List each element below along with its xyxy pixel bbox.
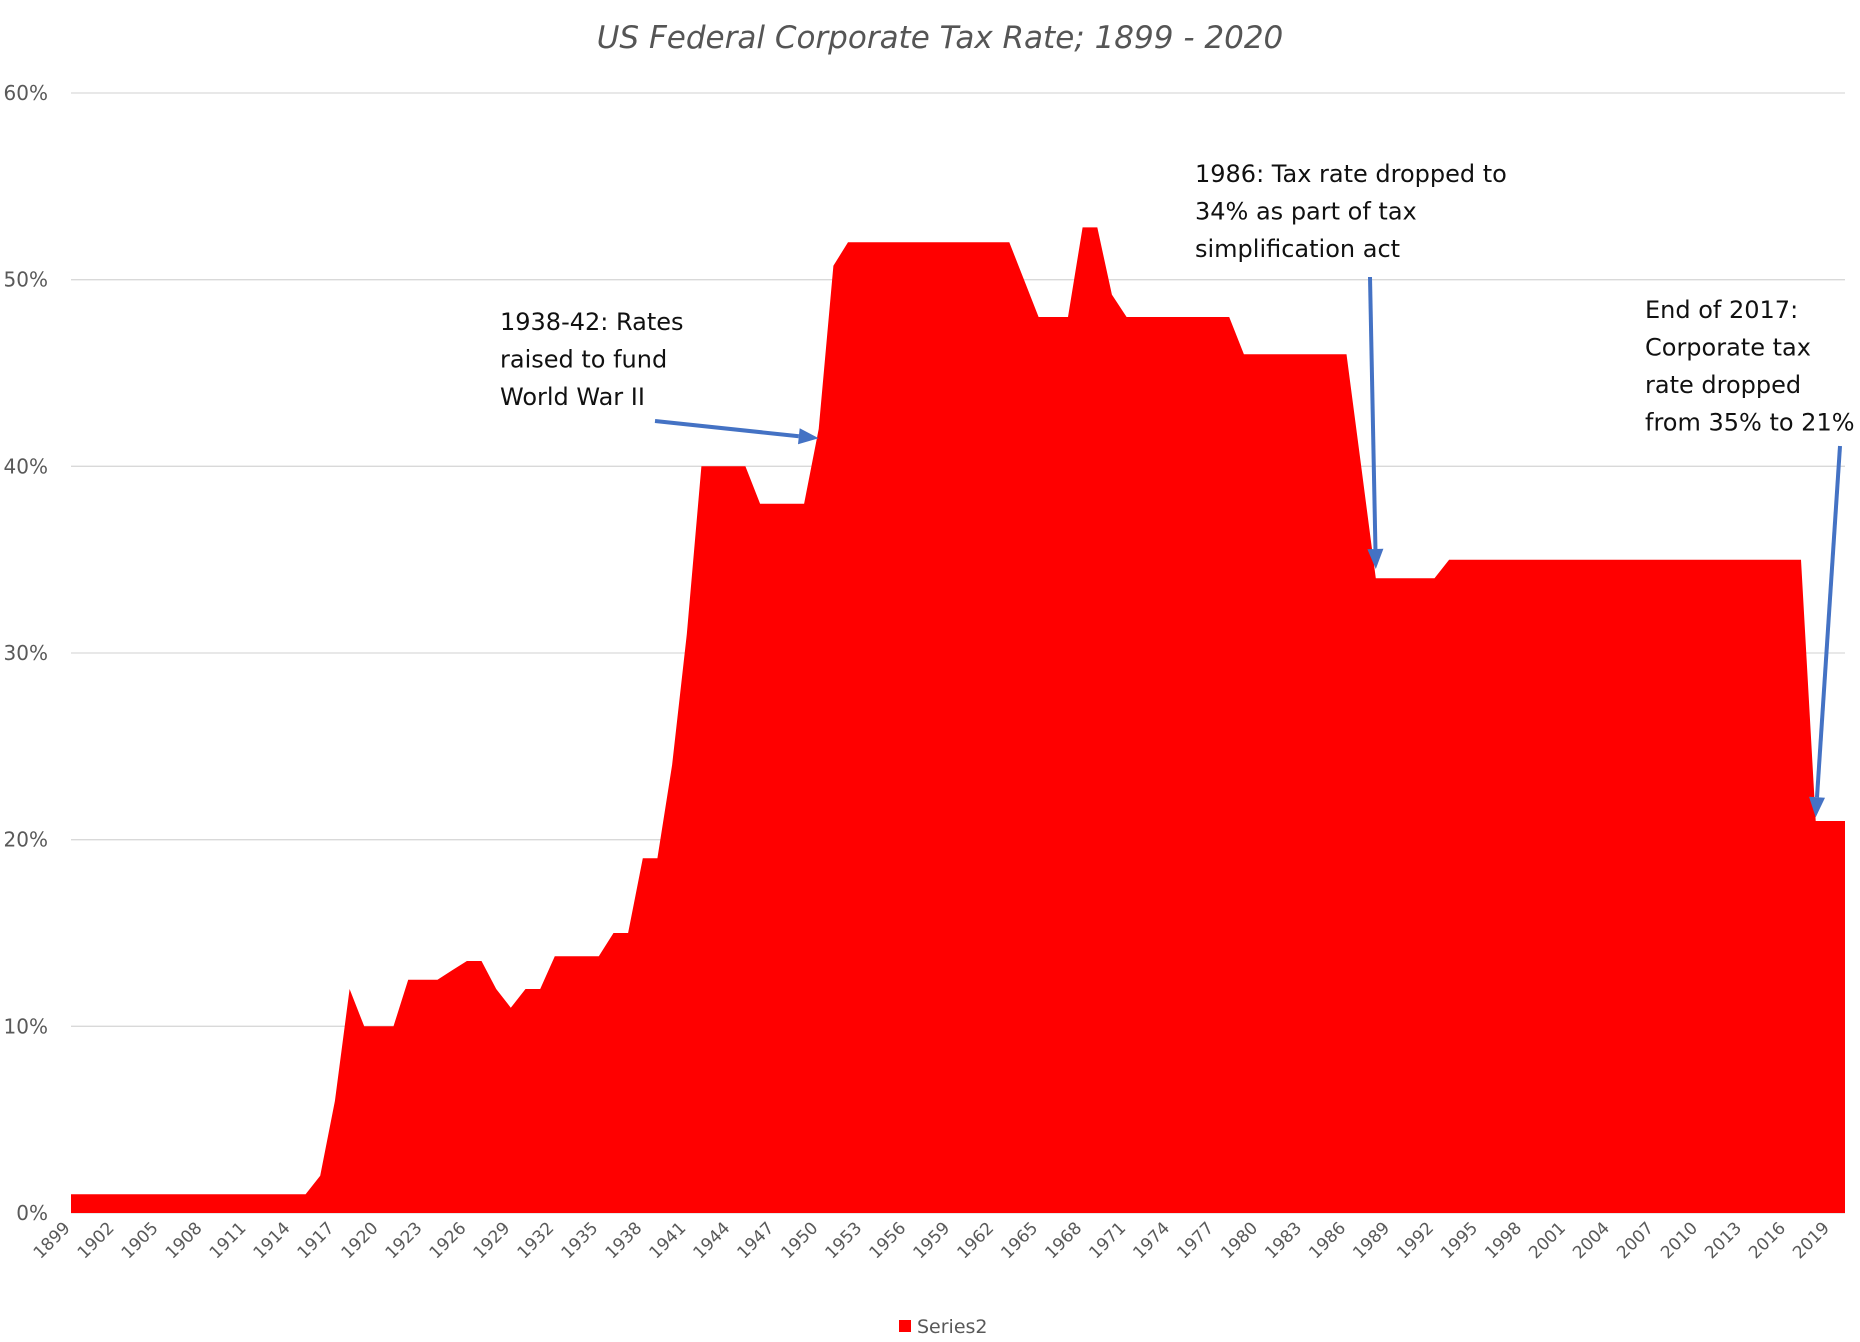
x-tick-label: 1908: [162, 1218, 207, 1263]
x-tick-label: 1989: [1349, 1218, 1394, 1263]
x-tick-label: 1914: [250, 1218, 295, 1263]
annotation-text: from 35% to 21%: [1645, 409, 1855, 437]
x-tick-label: 1995: [1437, 1218, 1482, 1263]
x-tick-label: 1977: [1173, 1218, 1218, 1263]
x-tick-label: 1986: [1305, 1218, 1350, 1263]
x-tick-label: 2001: [1525, 1218, 1570, 1263]
x-tick-label: 1965: [997, 1218, 1042, 1263]
annotation-text: 1938-42: Rates: [500, 308, 684, 336]
annotation-text: World War II: [500, 383, 645, 411]
y-tick-label: 40%: [4, 454, 48, 478]
annotation-text: 1986: Tax rate dropped to: [1195, 160, 1507, 188]
x-axis-ticks: 1899 1902 1905 1908 1911 1914 1917 1920 1923 1926…: [30, 1218, 1834, 1263]
chart-title: US Federal Corporate Tax Rate; 1899 - 20…: [597, 20, 1284, 56]
x-tick-label: 1920: [338, 1218, 383, 1263]
annotations: 1938-42: Rates raised to fund World War II…: [500, 160, 1855, 818]
annotation-text: rate dropped: [1645, 371, 1801, 399]
y-tick-label: 10%: [4, 1014, 48, 1038]
x-tick-label: 1941: [646, 1218, 691, 1263]
x-tick-label: 1953: [822, 1218, 867, 1263]
y-tick-label: 20%: [4, 828, 48, 852]
y-axis-ticks: 0% 10% 20% 30% 40% 50% 60%: [4, 81, 48, 1225]
x-tick-label: 1983: [1261, 1218, 1306, 1263]
y-tick-label: 30%: [4, 641, 48, 665]
annotation-arrowhead: [798, 428, 819, 445]
x-tick-label: 1950: [778, 1218, 823, 1263]
annotation-text: 34% as part of tax: [1195, 198, 1417, 226]
annotation-text: Corporate tax: [1645, 334, 1811, 362]
x-tick-label: 1968: [1041, 1218, 1086, 1263]
annotation-arrowhead: [1367, 548, 1384, 569]
annotation-arrow: [1814, 445, 1842, 798]
x-tick-label: 1899: [30, 1218, 75, 1263]
x-tick-label: 1974: [1129, 1218, 1174, 1263]
x-tick-label: 1947: [734, 1218, 779, 1263]
x-tick-label: 1923: [382, 1218, 427, 1263]
annotation-text: simplification act: [1195, 235, 1400, 263]
legend-label-series2: Series2: [917, 1316, 988, 1338]
x-tick-label: 1905: [118, 1218, 163, 1263]
x-tick-label: 2016: [1745, 1218, 1790, 1263]
x-tick-label: 1956: [865, 1218, 910, 1263]
x-tick-label: 1962: [953, 1218, 998, 1263]
x-tick-label: 1959: [909, 1218, 954, 1263]
x-tick-label: 1911: [206, 1218, 251, 1263]
x-tick-label: 2007: [1613, 1218, 1658, 1263]
x-tick-label: 2004: [1569, 1218, 1614, 1263]
plot-area: [71, 227, 1845, 1213]
y-tick-label: 60%: [4, 81, 48, 105]
x-tick-label: 1929: [470, 1218, 515, 1263]
x-tick-label: 1971: [1085, 1218, 1130, 1263]
x-tick-label: 1944: [690, 1218, 735, 1263]
x-tick-label: 1917: [294, 1218, 339, 1263]
x-tick-label: 1902: [74, 1218, 119, 1263]
x-tick-label: 1935: [558, 1218, 603, 1263]
x-tick-label: 1992: [1393, 1218, 1438, 1263]
x-tick-label: 1998: [1481, 1218, 1526, 1263]
y-tick-label: 50%: [4, 268, 48, 292]
annotation-arrow: [1368, 276, 1378, 550]
y-tick-label: 0%: [16, 1201, 48, 1225]
annotation-arrowhead: [1809, 796, 1825, 818]
x-tick-label: 2019: [1789, 1218, 1834, 1263]
x-tick-label: 1932: [514, 1218, 559, 1263]
annotation-arrow: [654, 419, 800, 439]
legend-swatch-series2: [899, 1320, 911, 1332]
annotation-text: raised to fund: [500, 346, 667, 374]
legend: Series2: [899, 1316, 988, 1338]
series2-area: [71, 227, 1845, 1213]
x-tick-label: 1938: [602, 1218, 647, 1263]
x-tick-label: 2010: [1657, 1218, 1702, 1263]
annotation-text: End of 2017:: [1645, 296, 1798, 324]
x-tick-label: 1926: [426, 1218, 471, 1263]
x-tick-label: 1980: [1217, 1218, 1262, 1263]
x-tick-label: 2013: [1701, 1218, 1746, 1263]
